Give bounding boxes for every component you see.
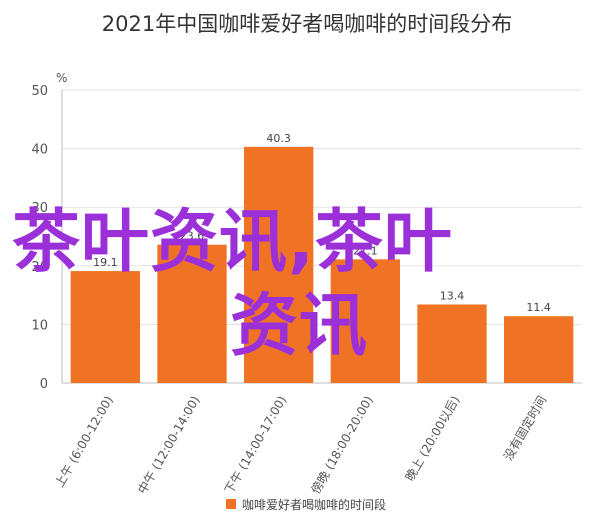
legend: 咖啡爱好者喝咖啡的时间段 xyxy=(226,497,386,512)
x-tick-label: 中午 (12:00-14:00) xyxy=(134,393,202,496)
x-tick-label: 傍晚 (18:00-20:00) xyxy=(308,393,376,496)
bar xyxy=(70,271,140,383)
y-tick-label: 50 xyxy=(31,84,48,99)
watermark-line-1: 茶叶资讯,茶叶 xyxy=(12,203,453,282)
y-tick-label: 40 xyxy=(31,143,48,158)
bar xyxy=(244,146,314,383)
x-tick-label: 没有固定时间 xyxy=(500,393,549,463)
x-tick-label: 下午 (14:00-17:00) xyxy=(222,394,289,497)
data-label: 13.4 xyxy=(440,289,465,302)
x-tick-label: 上午 (6:00-12:00) xyxy=(52,394,116,490)
data-label: 21.1 xyxy=(353,244,378,257)
y-tick-label: 20 xyxy=(31,260,48,275)
data-label: 40.3 xyxy=(266,132,291,145)
y-tick-label: 0 xyxy=(40,377,48,392)
legend-swatch xyxy=(226,499,236,509)
bar xyxy=(504,316,574,383)
bar xyxy=(417,304,487,383)
data-label: 19.1 xyxy=(93,256,118,269)
data-label: 11.4 xyxy=(526,301,551,314)
y-tick-label: 30 xyxy=(31,201,48,216)
grid-lines xyxy=(62,89,582,384)
axes: % xyxy=(56,71,67,383)
x-tick-label: 晚上 (20:00以后) xyxy=(403,394,463,484)
bar xyxy=(330,259,400,383)
data-labels: 19.1 23.6 40.3 21.1 13.4 11.4 xyxy=(93,132,551,314)
watermark-line-2: 资讯 xyxy=(230,287,369,366)
y-tick-label: 10 xyxy=(31,318,48,333)
chart-title: 2021年中国咖啡爱好者喝咖啡的时间段分布 xyxy=(101,12,513,36)
bars xyxy=(70,146,574,383)
data-label: 23.6 xyxy=(180,230,205,243)
legend-label: 咖啡爱好者喝咖啡的时间段 xyxy=(242,497,386,512)
y-axis-label: % xyxy=(56,71,67,85)
bar xyxy=(157,244,227,383)
